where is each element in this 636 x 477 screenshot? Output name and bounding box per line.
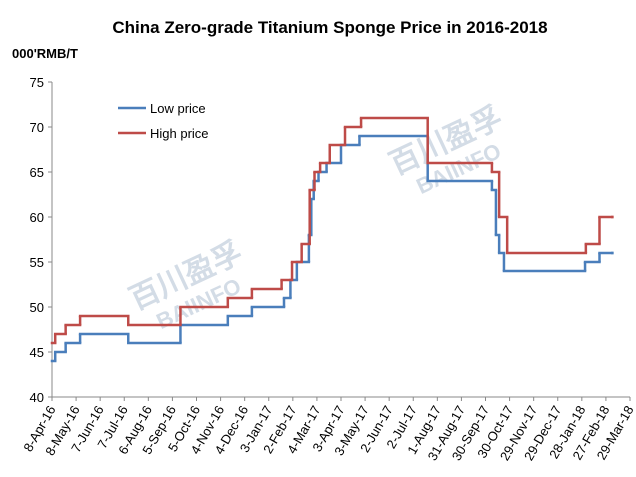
y-tick-label: 60 bbox=[30, 210, 44, 225]
y-axis-label: 000'RMB/T bbox=[12, 46, 78, 61]
y-tick-label: 40 bbox=[30, 390, 44, 405]
series-1 bbox=[50, 116, 614, 345]
legend-label: Low price bbox=[150, 101, 206, 116]
y-tick-label: 55 bbox=[30, 255, 44, 270]
y-tick-label: 45 bbox=[30, 345, 44, 360]
y-tick-label: 70 bbox=[30, 120, 44, 135]
y-tick-label: 65 bbox=[30, 165, 44, 180]
y-tick-label: 75 bbox=[30, 75, 44, 90]
y-tick-label: 50 bbox=[30, 300, 44, 315]
series-0 bbox=[50, 134, 614, 363]
legend-label: High price bbox=[150, 126, 209, 141]
chart-title: China Zero-grade Titanium Sponge Price i… bbox=[112, 18, 547, 37]
